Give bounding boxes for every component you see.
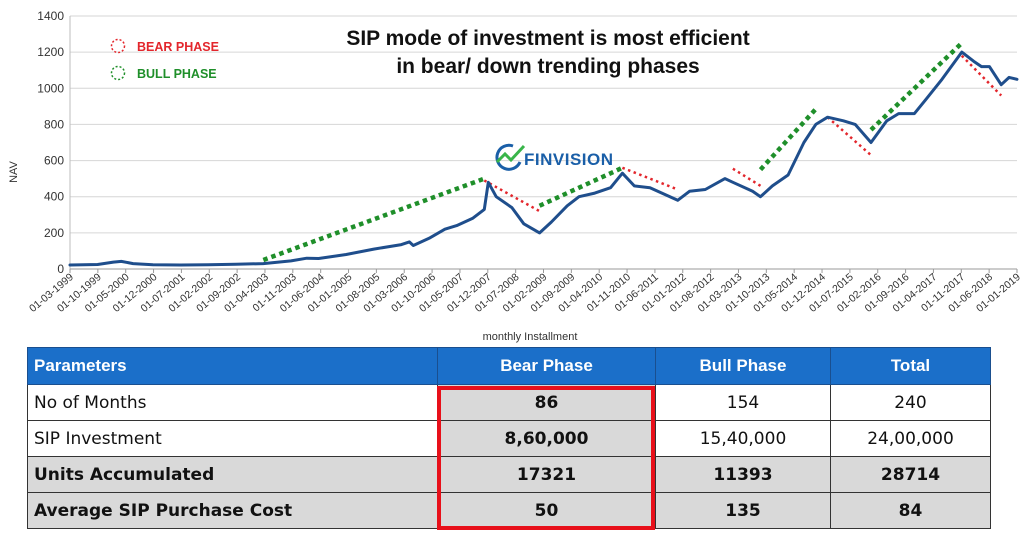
x-axis-title: monthly Installment	[483, 331, 578, 343]
total-cell: 84	[830, 492, 991, 529]
bull-phase-line	[758, 107, 818, 172]
bear-phase-cell: 50	[437, 492, 656, 529]
table-header-row: Parameters Bear Phase Bull Phase Total	[27, 347, 991, 385]
bull-phase-line	[262, 176, 486, 263]
bear-legend-icon	[110, 38, 126, 54]
y-tick-label: 800	[44, 117, 64, 131]
bull-phase-cell: 11393	[655, 456, 831, 493]
bull-phase-cell: 154	[655, 384, 831, 421]
y-axis: 0 200 400 600 800 1000 1200 1400	[37, 9, 71, 276]
y-tick-label: 0	[57, 262, 64, 276]
chart-title-line1: SIP mode of investment is most efficient	[346, 27, 749, 50]
y-axis-title: NAV	[8, 160, 20, 182]
y-tick-label: 400	[44, 190, 64, 204]
bull-phase-cell: 135	[655, 492, 831, 529]
header-parameters: Parameters	[27, 347, 438, 385]
row-label: No of Months	[27, 384, 438, 421]
bear-phase-line	[826, 116, 872, 157]
row-label: SIP Investment	[27, 420, 438, 457]
parameters-table: Parameters Bear Phase Bull Phase Total N…	[27, 347, 991, 529]
y-tick-label: 1000	[37, 81, 64, 95]
table-row: SIP Investment 8,60,000 15,40,000 24,00,…	[27, 420, 991, 457]
legend: BEAR PHASE BULL PHASE	[110, 38, 219, 81]
table-row: Units Accumulated 17321 11393 28714	[27, 456, 991, 493]
row-label: Average SIP Purchase Cost	[27, 492, 438, 529]
total-cell: 24,00,000	[830, 420, 991, 457]
bear-phase-cell: 17321	[437, 456, 656, 493]
bull-phase-line	[538, 165, 624, 208]
bull-phase-line	[869, 41, 964, 132]
bear-phase-cell: 8,60,000	[437, 420, 656, 457]
header-bear-phase: Bear Phase	[437, 347, 656, 385]
y-tick-label: 1400	[37, 9, 64, 23]
nav-series-line	[68, 50, 1019, 267]
header-total: Total	[830, 347, 991, 385]
bull-phase-cell: 15,40,000	[655, 420, 831, 457]
header-bull-phase: Bull Phase	[655, 347, 831, 385]
bear-legend-label: BEAR PHASE	[137, 40, 219, 54]
total-cell: 28714	[830, 456, 991, 493]
total-cell: 240	[830, 384, 991, 421]
finvision-logo-icon	[495, 143, 526, 171]
chart-title-line2: in bear/ down trending phases	[396, 55, 699, 78]
finvision-logo-text: FINVISION	[524, 150, 614, 169]
y-tick-label: 200	[44, 226, 64, 240]
grid-lines	[70, 15, 1017, 270]
y-tick-label: 1200	[37, 45, 64, 59]
x-axis: 01-03-199901-10-199901-05-200001-12-2000…	[27, 268, 1023, 315]
bear-phase-line	[483, 179, 541, 213]
y-tick-label: 600	[44, 154, 64, 168]
bull-legend-label: BULL PHASE	[137, 67, 217, 81]
table-row: No of Months 86 154 240	[27, 384, 991, 421]
bear-phase-line	[621, 166, 679, 191]
bear-phase-cell: 86	[437, 384, 656, 421]
bull-legend-icon	[110, 65, 126, 81]
nav-line-chart: 0 200 400 600 800 1000 1200 1400 01-03-199901-1…	[8, 9, 1023, 343]
finvision-logo: FINVISION	[495, 143, 614, 171]
table-row: Average SIP Purchase Cost 50 135 84	[27, 492, 991, 529]
series-layer	[68, 50, 1019, 267]
row-label: Units Accumulated	[27, 456, 438, 493]
phase-trend-lines	[262, 41, 1003, 263]
parameters-table-wrapper: Parameters Bear Phase Bull Phase Total N…	[27, 347, 991, 530]
